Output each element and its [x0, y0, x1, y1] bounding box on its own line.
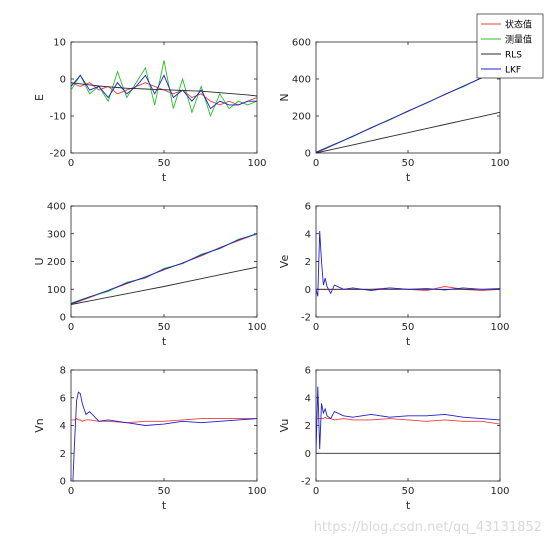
- x-tick-label: 100: [490, 486, 509, 497]
- subplot-vn: 0 50 100 0 2 4 6 8 t Vn: [33, 366, 267, 513]
- y-axis-label: U: [33, 257, 46, 265]
- x-axis-label: t: [162, 499, 167, 512]
- x-tick-label: 100: [490, 322, 509, 333]
- x-tick-label: 0: [313, 486, 319, 497]
- x-axis-label: t: [162, 335, 167, 348]
- series-line-lkf: [71, 74, 257, 110]
- y-axis-label: N: [278, 93, 291, 101]
- y-tick-label: -2: [301, 477, 311, 488]
- y-tick-label: 6: [305, 366, 311, 377]
- y-tick-label: 8: [60, 366, 66, 377]
- axes-box: [70, 369, 258, 482]
- y-tick-label: 10: [53, 38, 66, 49]
- x-tick-label: 0: [68, 486, 74, 497]
- y-tick-label: 0: [305, 449, 311, 460]
- y-tick-label: -20: [50, 149, 66, 160]
- x-tick-label: 100: [247, 322, 266, 333]
- x-tick-label: 50: [158, 322, 171, 333]
- series-line-lkf: [316, 386, 500, 454]
- axes-box: [315, 205, 501, 318]
- series-line-rls: [71, 82, 257, 97]
- x-tick-label: 0: [68, 322, 74, 333]
- axes-box: [315, 369, 501, 482]
- y-tick-label: 400: [47, 202, 66, 213]
- x-axis-label: t: [406, 171, 411, 184]
- x-tick-label: 100: [247, 158, 266, 169]
- y-tick-label: 0: [305, 149, 311, 160]
- y-tick-label: 200: [47, 257, 66, 268]
- legend-label-meas: 测量值: [505, 34, 532, 46]
- y-tick-label: 4: [305, 393, 311, 404]
- y-axis-label: Vu: [278, 419, 291, 433]
- x-tick-label: 50: [402, 322, 415, 333]
- y-tick-label: 400: [292, 75, 311, 86]
- y-tick-label: 100: [47, 285, 66, 296]
- x-tick-label: 0: [313, 158, 319, 169]
- axes-box: [70, 205, 258, 318]
- x-tick-label: 50: [158, 158, 171, 169]
- subplot-u: 0 50 100 0 100 200 300 400 t U: [33, 202, 267, 349]
- y-tick-label: 6: [305, 202, 311, 213]
- x-axis-label: t: [406, 335, 411, 348]
- y-tick-label: 300: [47, 229, 66, 240]
- y-tick-label: 0: [60, 75, 66, 86]
- series-line-lkf: [316, 69, 500, 153]
- subplot-e: 0 50 100 -20 -10 0 10 t E: [33, 38, 267, 185]
- watermark: https://blog.csdn.net/qq_43131852: [313, 520, 542, 535]
- legend-label-rls: RLS: [505, 51, 522, 61]
- y-tick-label: 0: [305, 285, 311, 296]
- legend-label-lkf: LKF: [505, 66, 521, 76]
- series-line-state: [316, 416, 500, 425]
- y-axis-label: Ve: [278, 255, 291, 269]
- series-line-lkf: [316, 230, 500, 297]
- series-line-rls: [316, 111, 500, 153]
- y-axis-label: E: [33, 94, 46, 101]
- x-axis-label: t: [406, 499, 411, 512]
- y-tick-label: 4: [305, 229, 311, 240]
- x-tick-label: 100: [247, 486, 266, 497]
- axes-box: [70, 41, 258, 154]
- series-line-lkf: [71, 233, 257, 305]
- axes-box: [315, 41, 501, 154]
- x-tick-label: 0: [68, 158, 74, 169]
- x-tick-label: 50: [158, 486, 171, 497]
- subplot-n: 0 50 100 0 200 400 600 t N: [278, 38, 510, 185]
- legend-label-state: 状态值: [505, 19, 532, 31]
- y-tick-label: 0: [60, 313, 66, 324]
- x-tick-label: 0: [313, 322, 319, 333]
- x-tick-label: 100: [490, 158, 509, 169]
- y-tick-label: -10: [50, 112, 66, 123]
- y-tick-label: -2: [301, 313, 311, 324]
- y-tick-label: 2: [305, 257, 311, 268]
- x-axis-label: t: [162, 171, 167, 184]
- legend-box: [476, 13, 544, 79]
- y-tick-label: 6: [60, 393, 66, 404]
- x-tick-label: 50: [402, 486, 415, 497]
- y-tick-label: 200: [292, 112, 311, 123]
- series-line-lkf: [71, 391, 257, 481]
- y-tick-label: 600: [292, 38, 311, 49]
- x-tick-label: 50: [402, 158, 415, 169]
- y-tick-label: 4: [60, 421, 66, 432]
- y-tick-label: 0: [60, 477, 66, 488]
- y-tick-label: 2: [60, 449, 66, 460]
- y-tick-label: 2: [305, 421, 311, 432]
- y-axis-label: Vn: [33, 418, 46, 433]
- series-line-rls: [71, 266, 257, 305]
